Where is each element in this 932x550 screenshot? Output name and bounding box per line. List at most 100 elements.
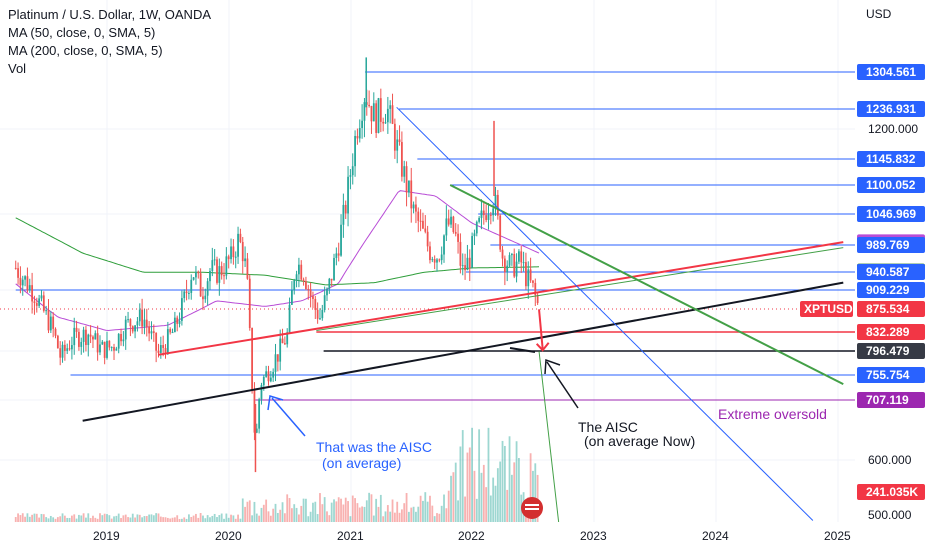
volume-bar xyxy=(379,494,382,522)
volume-bar xyxy=(534,463,537,522)
candle-body xyxy=(131,326,134,332)
candle-body xyxy=(145,319,148,327)
candle-body xyxy=(143,319,146,327)
volume-bar xyxy=(202,515,204,522)
candle-body xyxy=(180,298,183,321)
candle-body xyxy=(202,296,204,300)
candle-body xyxy=(85,329,87,345)
price-label: 989.769 xyxy=(866,238,910,252)
y-tick-label: 1200.000 xyxy=(868,122,918,136)
candle-body xyxy=(136,321,139,326)
volume-bar xyxy=(412,506,415,522)
candle-body xyxy=(319,318,321,320)
candle-body xyxy=(436,259,438,263)
candle-body xyxy=(113,347,115,351)
volume-bar xyxy=(106,514,108,522)
volume-bar xyxy=(59,516,62,522)
trend-line xyxy=(82,281,844,422)
volume-bar xyxy=(218,515,221,522)
volume-bar xyxy=(403,503,406,522)
candle-body xyxy=(164,348,167,354)
price-label-bg xyxy=(857,301,925,317)
currency-label: USD xyxy=(866,7,892,21)
candle-body xyxy=(206,281,209,296)
volume-bar xyxy=(302,498,305,522)
volume-bar xyxy=(31,514,34,522)
candle-body xyxy=(225,256,228,276)
candle-body xyxy=(45,310,48,312)
volume-bar xyxy=(358,507,361,522)
volume-bar xyxy=(136,514,139,522)
volume-bar xyxy=(361,506,364,522)
volume-bar xyxy=(363,506,366,522)
volume-bar xyxy=(157,513,160,522)
volume-bar xyxy=(314,501,317,522)
volume-bar xyxy=(246,501,249,522)
volume-bar xyxy=(89,518,92,522)
candle-body xyxy=(56,335,59,349)
volume-bar xyxy=(49,515,52,522)
candle-body xyxy=(42,295,45,311)
candle-body xyxy=(262,376,265,386)
candle-body xyxy=(391,105,394,124)
candle-body xyxy=(21,279,24,286)
candle-body xyxy=(127,319,129,321)
volume-bar xyxy=(319,493,321,522)
candle-body xyxy=(459,241,462,266)
candle-body xyxy=(309,289,312,297)
volume-bar xyxy=(14,517,17,522)
candle-body xyxy=(216,259,218,283)
candle-body xyxy=(260,385,263,400)
aisc-then-line2: (on average) xyxy=(322,455,401,471)
legend-ma50[interactable]: MA (50, close, 0, SMA, 5) xyxy=(8,25,156,40)
candle-body xyxy=(471,236,473,268)
candle-body xyxy=(431,259,434,261)
candle-body xyxy=(80,341,83,347)
candle-body xyxy=(424,228,427,232)
candle-body xyxy=(513,254,516,277)
volume-bar xyxy=(141,517,144,522)
volume-bar xyxy=(426,501,429,522)
volume-bar xyxy=(330,502,333,522)
volume-bar xyxy=(431,505,434,522)
price-label-bg xyxy=(857,264,925,280)
volume-bar xyxy=(85,517,87,522)
volume-bar xyxy=(293,504,296,522)
legend-title[interactable]: Platinum / U.S. Dollar, 1W, OANDA xyxy=(8,7,212,22)
legend-vol[interactable]: Vol xyxy=(8,61,27,76)
candle-body xyxy=(52,316,55,329)
candle-body xyxy=(141,309,144,327)
volume-bar xyxy=(122,515,125,522)
candle-body xyxy=(150,331,153,334)
candle-body xyxy=(244,258,246,262)
volume-bar xyxy=(272,508,275,522)
volume-bar xyxy=(251,515,254,522)
volume-bar xyxy=(162,517,165,522)
candle-body xyxy=(47,310,50,331)
oversold-label: Extreme oversold xyxy=(718,406,827,422)
candle-body xyxy=(461,265,464,267)
volume-bar xyxy=(61,513,64,522)
candle-body xyxy=(272,371,275,378)
price-label-bg xyxy=(857,206,925,222)
candle-body xyxy=(26,276,29,291)
legend-ma200[interactable]: MA (200, close, 0, SMA, 5) xyxy=(8,43,163,58)
candle-body xyxy=(408,180,410,193)
volume-bar xyxy=(372,515,375,522)
candle-body xyxy=(232,246,235,258)
volume-bar xyxy=(33,513,36,522)
volume-bar xyxy=(398,512,401,522)
candle-body xyxy=(78,331,80,347)
volume-bar xyxy=(347,501,349,522)
volume-bar xyxy=(52,517,55,522)
volume-bar xyxy=(283,513,286,522)
volume-bar xyxy=(120,518,122,522)
volume-bar xyxy=(87,513,90,522)
candle-body xyxy=(501,249,504,259)
candle-body xyxy=(239,233,242,242)
volume-bar xyxy=(480,472,483,522)
volume-bar xyxy=(227,517,230,522)
candle-body xyxy=(237,233,239,257)
volume-bar xyxy=(237,514,239,522)
